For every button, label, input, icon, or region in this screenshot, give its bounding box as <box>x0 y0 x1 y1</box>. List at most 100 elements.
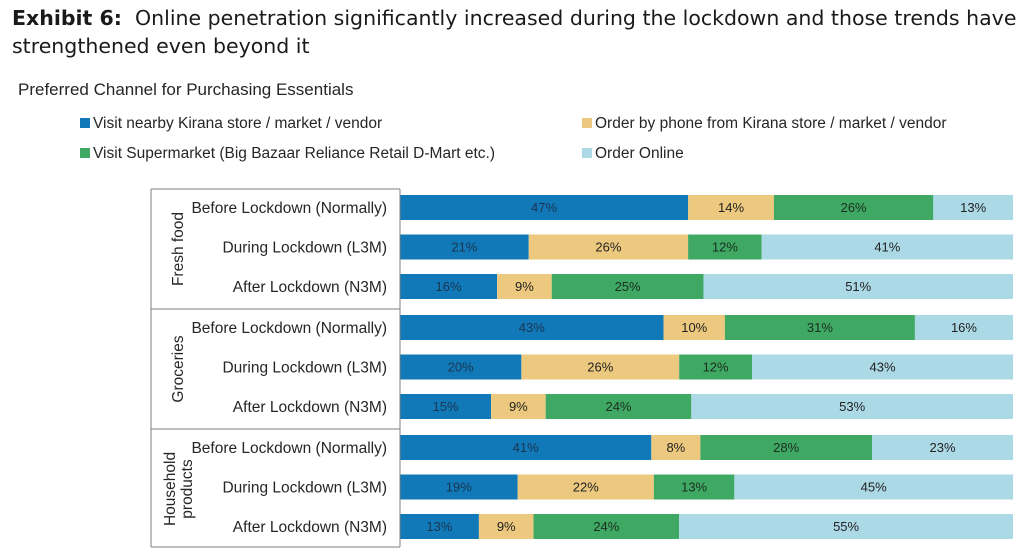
bar-segment-phone-order <box>497 274 552 299</box>
bar-segment-online <box>914 315 1013 340</box>
chart-title: Preferred Channel for Purchasing Essenti… <box>18 80 354 99</box>
bar-segment-supermarket <box>688 234 762 260</box>
data-label-supermarket: 13% <box>681 480 707 495</box>
legend-swatch-supermarket <box>80 148 90 158</box>
bar-segment-supermarket <box>773 195 934 220</box>
bar-segment-supermarket <box>653 474 735 500</box>
data-label-online: 53% <box>839 399 865 414</box>
data-label-supermarket: 31% <box>807 320 833 335</box>
data-label-kirana: 43% <box>519 320 545 335</box>
row-label-household-products-1: Before Lockdown (Normally) <box>191 440 387 457</box>
bar-segment-supermarket <box>679 354 753 380</box>
group-label-groceries: Groceries <box>170 335 187 402</box>
data-label-phone-order: 8% <box>666 440 685 455</box>
bar-segment-kirana <box>400 274 498 299</box>
legend-swatch-online <box>582 148 592 158</box>
exhibit-title: Exhibit 6: Online penetration significan… <box>12 4 1017 60</box>
bar-segment-online <box>691 394 1013 419</box>
bar-segment-kirana <box>400 195 689 220</box>
data-label-online: 43% <box>869 360 895 375</box>
data-label-supermarket: 12% <box>712 240 738 255</box>
data-label-supermarket: 25% <box>615 279 641 294</box>
data-label-kirana: 21% <box>451 240 477 255</box>
legend-item-supermarket: Visit Supermarket (Big Bazaar Reliance R… <box>80 145 495 163</box>
data-label-online: 16% <box>951 320 977 335</box>
data-label-phone-order: 14% <box>718 200 744 215</box>
data-label-online: 41% <box>874 240 900 255</box>
bar-segment-online <box>752 354 1013 380</box>
data-label-phone-order: 9% <box>509 399 528 414</box>
row-label-household-products-2: During Lockdown (L3M) <box>222 480 387 497</box>
data-label-phone-order: 10% <box>681 320 707 335</box>
data-label-phone-order: 26% <box>595 240 621 255</box>
data-label-phone-order: 9% <box>497 519 516 534</box>
data-label-kirana: 13% <box>426 519 452 534</box>
data-label-kirana: 20% <box>448 360 474 375</box>
bar-segment-phone-order <box>517 474 654 500</box>
legend-label-online: Order Online <box>595 145 684 162</box>
data-label-kirana: 47% <box>531 200 557 215</box>
bar-segment-supermarket <box>533 514 680 539</box>
bar-segment-phone-order <box>491 394 546 419</box>
bar-segment-kirana <box>400 234 529 260</box>
data-label-online: 45% <box>861 480 887 495</box>
data-label-kirana: 19% <box>446 480 472 495</box>
row-label-fresh-food-2: During Lockdown (L3M) <box>222 240 387 257</box>
row-label-fresh-food-1: Before Lockdown (Normally) <box>191 200 387 217</box>
bar-segment-online <box>872 435 1013 460</box>
bar-segment-online <box>703 274 1013 299</box>
data-label-phone-order: 9% <box>515 279 534 294</box>
bar-segment-phone-order <box>663 315 725 340</box>
bar-segment-phone-order <box>688 195 774 220</box>
bar-segment-supermarket <box>700 435 873 460</box>
row-label-fresh-food-3: After Lockdown (N3M) <box>233 279 387 296</box>
exhibit-headline: Online penetration significantly increas… <box>12 6 1017 58</box>
bar-segment-phone-order <box>651 435 701 460</box>
bar-segment-supermarket <box>551 274 704 299</box>
data-label-supermarket: 28% <box>773 440 799 455</box>
data-label-phone-order: 26% <box>587 360 613 375</box>
bar-segment-supermarket <box>724 315 915 340</box>
legend-label-kirana: Visit nearby Kirana store / market / ven… <box>93 115 383 132</box>
data-label-supermarket: 26% <box>841 200 867 215</box>
row-label-groceries-1: Before Lockdown (Normally) <box>191 320 387 337</box>
legend-item-kirana: Visit nearby Kirana store / market / ven… <box>80 115 382 133</box>
bar-segment-online <box>679 514 1013 539</box>
bar-segment-phone-order <box>478 514 534 539</box>
bar-segment-phone-order <box>521 354 680 380</box>
data-label-supermarket: 12% <box>703 360 729 375</box>
group-label-fresh-food: Fresh food <box>170 212 187 286</box>
bar-segment-supermarket <box>545 394 692 419</box>
row-label-household-products-3: After Lockdown (N3M) <box>233 519 387 536</box>
legend-swatch-kirana <box>80 118 90 128</box>
bar-segment-kirana <box>400 514 479 539</box>
group-label-household-products: Householdproducts <box>162 452 196 526</box>
data-label-online: 13% <box>960 200 986 215</box>
exhibit-number: Exhibit 6: <box>12 6 122 30</box>
data-label-kirana: 16% <box>436 279 462 294</box>
data-label-kirana: 41% <box>513 440 539 455</box>
legend-item-phone-order: Order by phone from Kirana store / marke… <box>582 115 947 133</box>
row-label-groceries-2: During Lockdown (L3M) <box>222 360 387 377</box>
data-label-online: 51% <box>845 279 871 294</box>
bar-segment-online <box>734 474 1013 500</box>
row-label-groceries-3: After Lockdown (N3M) <box>233 399 387 416</box>
bar-segment-kirana <box>400 315 664 340</box>
bar-segment-phone-order <box>528 234 689 260</box>
bar-segment-online <box>761 234 1013 260</box>
bar-segment-kirana <box>400 435 652 460</box>
legend-label-supermarket: Visit Supermarket (Big Bazaar Reliance R… <box>93 145 495 162</box>
data-label-supermarket: 24% <box>605 399 631 414</box>
bar-segment-online <box>933 195 1013 220</box>
bar-segment-kirana <box>400 354 522 380</box>
bar-segment-kirana <box>400 474 518 500</box>
legend-label-phone-order: Order by phone from Kirana store / marke… <box>595 115 947 132</box>
data-label-online: 55% <box>833 519 859 534</box>
legend-swatch-phone-order <box>582 118 592 128</box>
data-label-phone-order: 22% <box>573 480 599 495</box>
bar-segment-kirana <box>400 394 492 419</box>
data-label-supermarket: 24% <box>593 519 619 534</box>
data-label-kirana: 15% <box>433 399 459 414</box>
legend-item-online: Order Online <box>582 145 684 163</box>
